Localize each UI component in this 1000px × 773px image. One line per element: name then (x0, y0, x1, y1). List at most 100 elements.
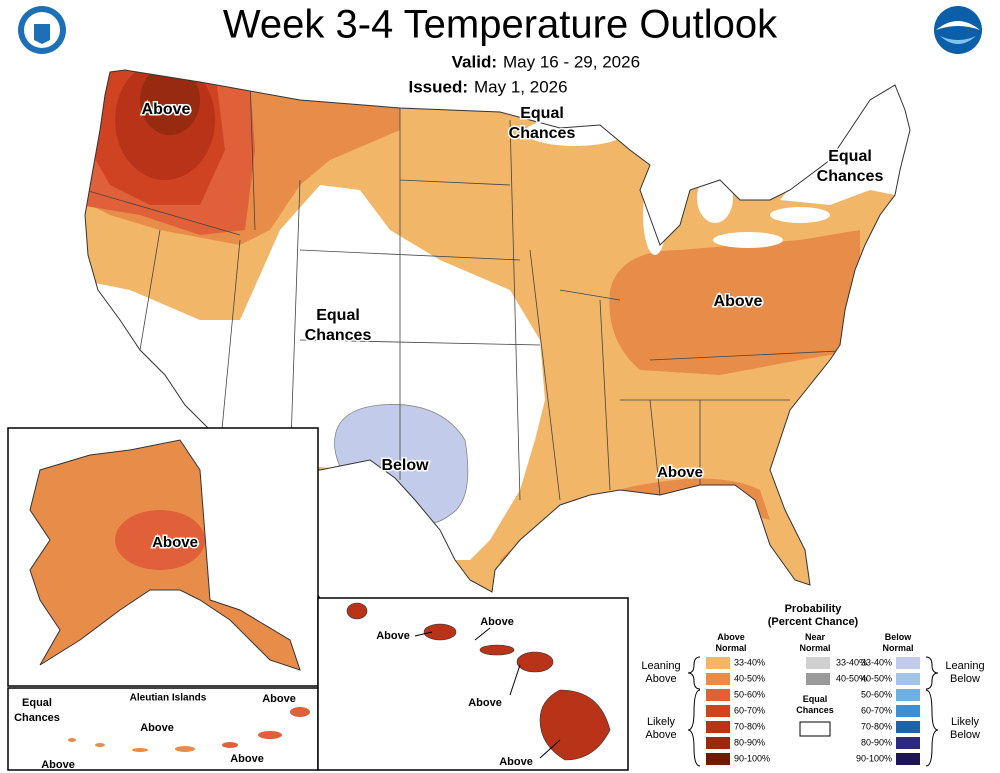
region-label: Above (499, 756, 533, 768)
region-label: Above (140, 722, 174, 734)
region-label-line: Above (468, 697, 502, 709)
legend-swatch (706, 721, 730, 733)
region-label: Above (376, 630, 410, 642)
legend-text-line: Above (717, 632, 745, 642)
legend-text: Equal Chances (796, 694, 834, 715)
legend-swatch (896, 689, 920, 701)
legend-label: 33-40% (836, 657, 867, 667)
legend-label: 60-70% (734, 705, 765, 715)
legend-text: Above Normal (715, 632, 746, 653)
legend-text-line: Above (645, 673, 676, 685)
legend-swatch (706, 673, 730, 685)
legend-label: 50-60% (861, 689, 892, 699)
legend-text-line: Equal (803, 694, 828, 704)
region-label-line: Above (262, 693, 296, 705)
legend-swatch (706, 689, 730, 701)
region-label-line: Equal (316, 307, 360, 324)
region-label-line: Chances (817, 168, 884, 185)
legend-swatch (896, 705, 920, 717)
noaa-logo (934, 6, 982, 54)
legend-label: 70-80% (861, 721, 892, 731)
legend-brace (925, 689, 939, 767)
legend-label: 50-60% (734, 689, 765, 699)
region-label-line: Above (230, 753, 264, 765)
region-label-line: Above (41, 759, 75, 771)
region-label-line: Equal (520, 105, 564, 122)
legend-text: Likely Below (950, 716, 980, 741)
region-label: Above (230, 753, 264, 765)
aleutian-inset (7, 687, 319, 771)
region-label-line: Equal (828, 148, 872, 165)
legend-text: Near Normal (799, 632, 830, 653)
region-label: Equal Chances (305, 307, 372, 344)
legend-text: Leaning Below (945, 660, 984, 685)
legend-text: Probability (Percent Chance) (768, 603, 859, 628)
legend-label: 40-50% (836, 673, 867, 683)
legend-label: 70-80% (734, 721, 765, 731)
region-label-line: Below (381, 457, 429, 474)
region-label: Equal Chances (509, 105, 576, 142)
legend-text-line: Likely (647, 716, 676, 728)
legend-swatch (706, 737, 730, 749)
region-label: Above (657, 464, 703, 481)
legend-text-line: Below (885, 632, 913, 642)
legend-label: 40-50% (861, 673, 892, 683)
aleutian-islands (68, 707, 310, 752)
legend-swatch (806, 657, 830, 669)
legend-swatch (706, 705, 730, 717)
legend-text-line: Normal (799, 643, 830, 653)
region-label: Equal Chances (817, 148, 884, 185)
legend-label: 80-90% (861, 737, 892, 747)
legend-label: 33-40% (861, 657, 892, 667)
region-label-line: Above (499, 756, 533, 768)
valid-label: Valid: (452, 52, 497, 71)
legend-swatch (706, 753, 730, 765)
legend-swatch (896, 657, 920, 669)
doc-logo (18, 6, 66, 54)
legend-text-line: Normal (715, 643, 746, 653)
legend-label: 60-70% (861, 705, 892, 715)
issued-label: Issued: (408, 77, 468, 96)
legend-text-line: Above (645, 729, 676, 741)
region-label: Above (468, 697, 502, 709)
legend-label: 33-40% (734, 657, 765, 667)
legend-text: Below Normal (882, 632, 913, 653)
legend-label: 90-100% (734, 753, 770, 763)
region-label-line: Above (142, 101, 191, 118)
issued-date: May 1, 2026 (474, 77, 568, 96)
region-label: Above (480, 616, 514, 628)
valid-dates: May 16 - 29, 2026 (503, 52, 640, 71)
region-label-line: Above (140, 722, 174, 734)
legend-swatch (896, 721, 920, 733)
leader-lines (414, 627, 561, 759)
region-label-line: Chances (14, 712, 60, 724)
region-label-line: Chances (509, 125, 576, 142)
legend-brace (925, 656, 939, 690)
equal-chances-swatch (799, 721, 831, 737)
legend-text-line: Probability (785, 603, 843, 615)
region-label-line: Above (714, 293, 763, 310)
legend-text: Leaning Above (641, 660, 680, 685)
legend-text-line: Leaning (641, 660, 680, 672)
legend-text-line: Normal (882, 643, 913, 653)
legend-swatch (896, 753, 920, 765)
legend-swatch (706, 657, 730, 669)
region-label-line: Chances (305, 327, 372, 344)
region-label: Above (152, 534, 198, 551)
legend-swatch (806, 673, 830, 685)
region-label: Equal Chances (14, 697, 60, 724)
region-label: Above (142, 101, 191, 118)
legend-text-line: (Percent Chance) (768, 616, 859, 628)
legend-text-line: Below (950, 729, 980, 741)
legend-text-line: Chances (796, 705, 834, 715)
region-label: Above (41, 759, 75, 771)
region-label-line: Equal (22, 697, 52, 709)
region-label-line: Above (152, 534, 198, 551)
region-label-line: Above (480, 616, 514, 628)
legend-brace (687, 656, 701, 690)
region-label-line: Above (376, 630, 410, 642)
inset-title: Aleutian Islands (130, 693, 207, 704)
legend-label: 80-90% (734, 737, 765, 747)
legend: Probability (Percent Chance)Above NormalNe… (641, 603, 985, 767)
